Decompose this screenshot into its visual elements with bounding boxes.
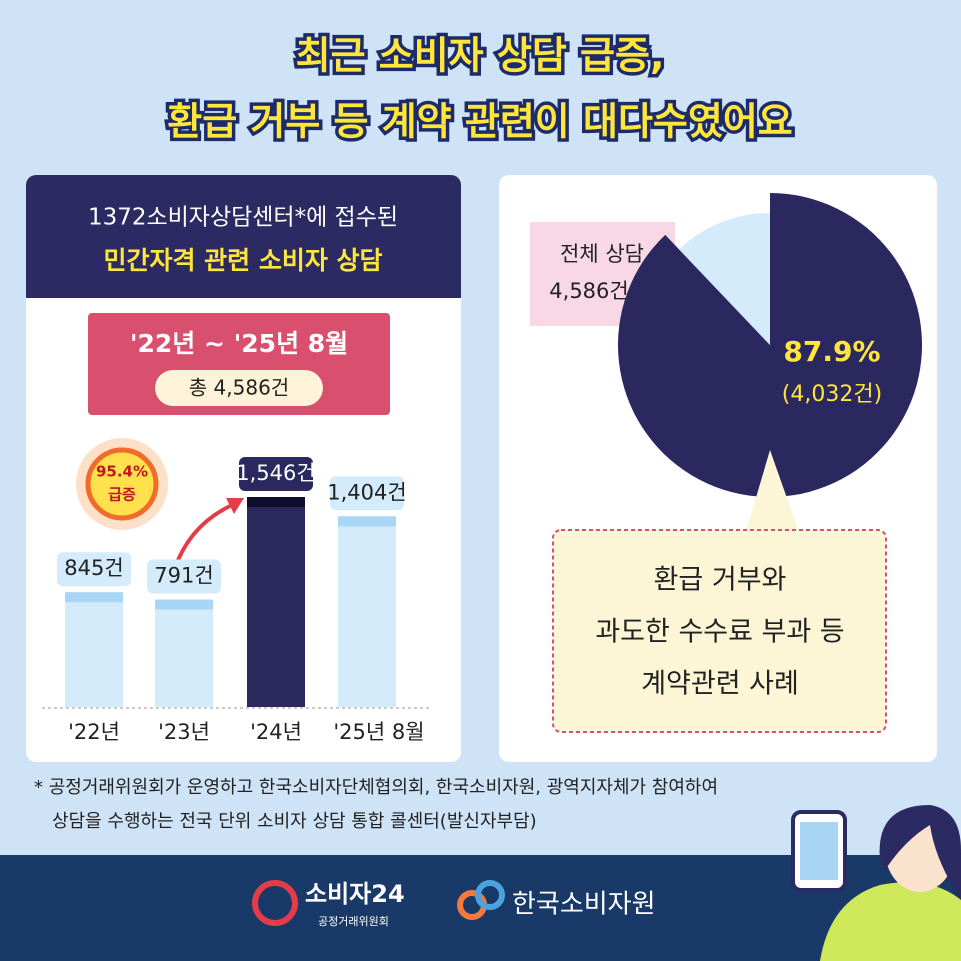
phone-screen [800,822,838,880]
x-tick-label: '24년 [250,720,302,744]
callout: 환급 거부와 [654,565,787,596]
bar [247,497,305,707]
callout: 계약관련 사례 [641,669,799,700]
annotation: 전체 상담 [560,242,644,266]
annotation: 급증 [108,486,136,504]
footnote: 상담을 수행하는 전국 단위 소비자 상담 통합 콜센터(발신자부담) [52,811,537,832]
value-label-bg [147,559,221,594]
bar-cap [65,592,123,603]
logo-icon [475,880,505,910]
value-label: 1,546건 [236,461,315,485]
person-hair [879,805,961,900]
bar-cap [155,599,213,610]
chart-title: 1372소비자상담센터*에 접수된 [88,205,398,231]
title-line: 환급 거부 등 계약 관련이 대다수였어요 [167,100,793,144]
footnote: * 공정거래위원회가 운영하고 한국소비자단체협의회, 한국소비자원, 광역지자… [34,777,718,798]
bar-cap [338,516,396,527]
callout-box [552,529,887,733]
total: 총 4,586건 [189,376,289,400]
logo-sub: 공정거래위원회 [318,915,389,928]
bar [65,592,123,707]
annotation: 95.4% [96,463,148,481]
value-label: 1,404건 [327,480,406,504]
callout: 과도한 수수료 부과 등 [595,617,844,648]
arrow-head [226,498,244,514]
value-label-bg [57,552,131,587]
person-body [820,882,961,961]
x-tick-label: '22년 [68,720,120,744]
pie-slice [679,213,770,345]
bar [155,599,213,707]
value-label: 87.9% [783,335,880,368]
value-label-bg [239,457,313,491]
callout-tail [745,450,800,535]
bar [338,516,396,707]
pie-slice [617,193,922,498]
logo-text: 한국소비자원 [512,890,656,920]
value-label: 845건 [64,556,123,580]
period: '22년 ~ '25년 8월 [130,329,348,358]
value-sub-label: (4,032건) [782,382,882,407]
left-card-header [26,175,461,298]
annotation-badge [85,447,159,521]
bar-cap [247,497,305,507]
pie: 87.9% (4,032건) [617,193,922,498]
chart-subtitle: 민간자격 관련 소비자 상담 [103,246,382,275]
value-label-bg [330,476,404,511]
logo-icon [252,880,298,926]
logo-text: 소비자24 [305,880,405,908]
value-label: 791건 [154,564,213,588]
x-tick-label: '25년 8월 [333,720,424,744]
x-tick-label: '23년 [158,720,210,744]
total-pill [155,370,323,406]
title-line: 최근 소비자 상담 급증, [296,34,665,78]
